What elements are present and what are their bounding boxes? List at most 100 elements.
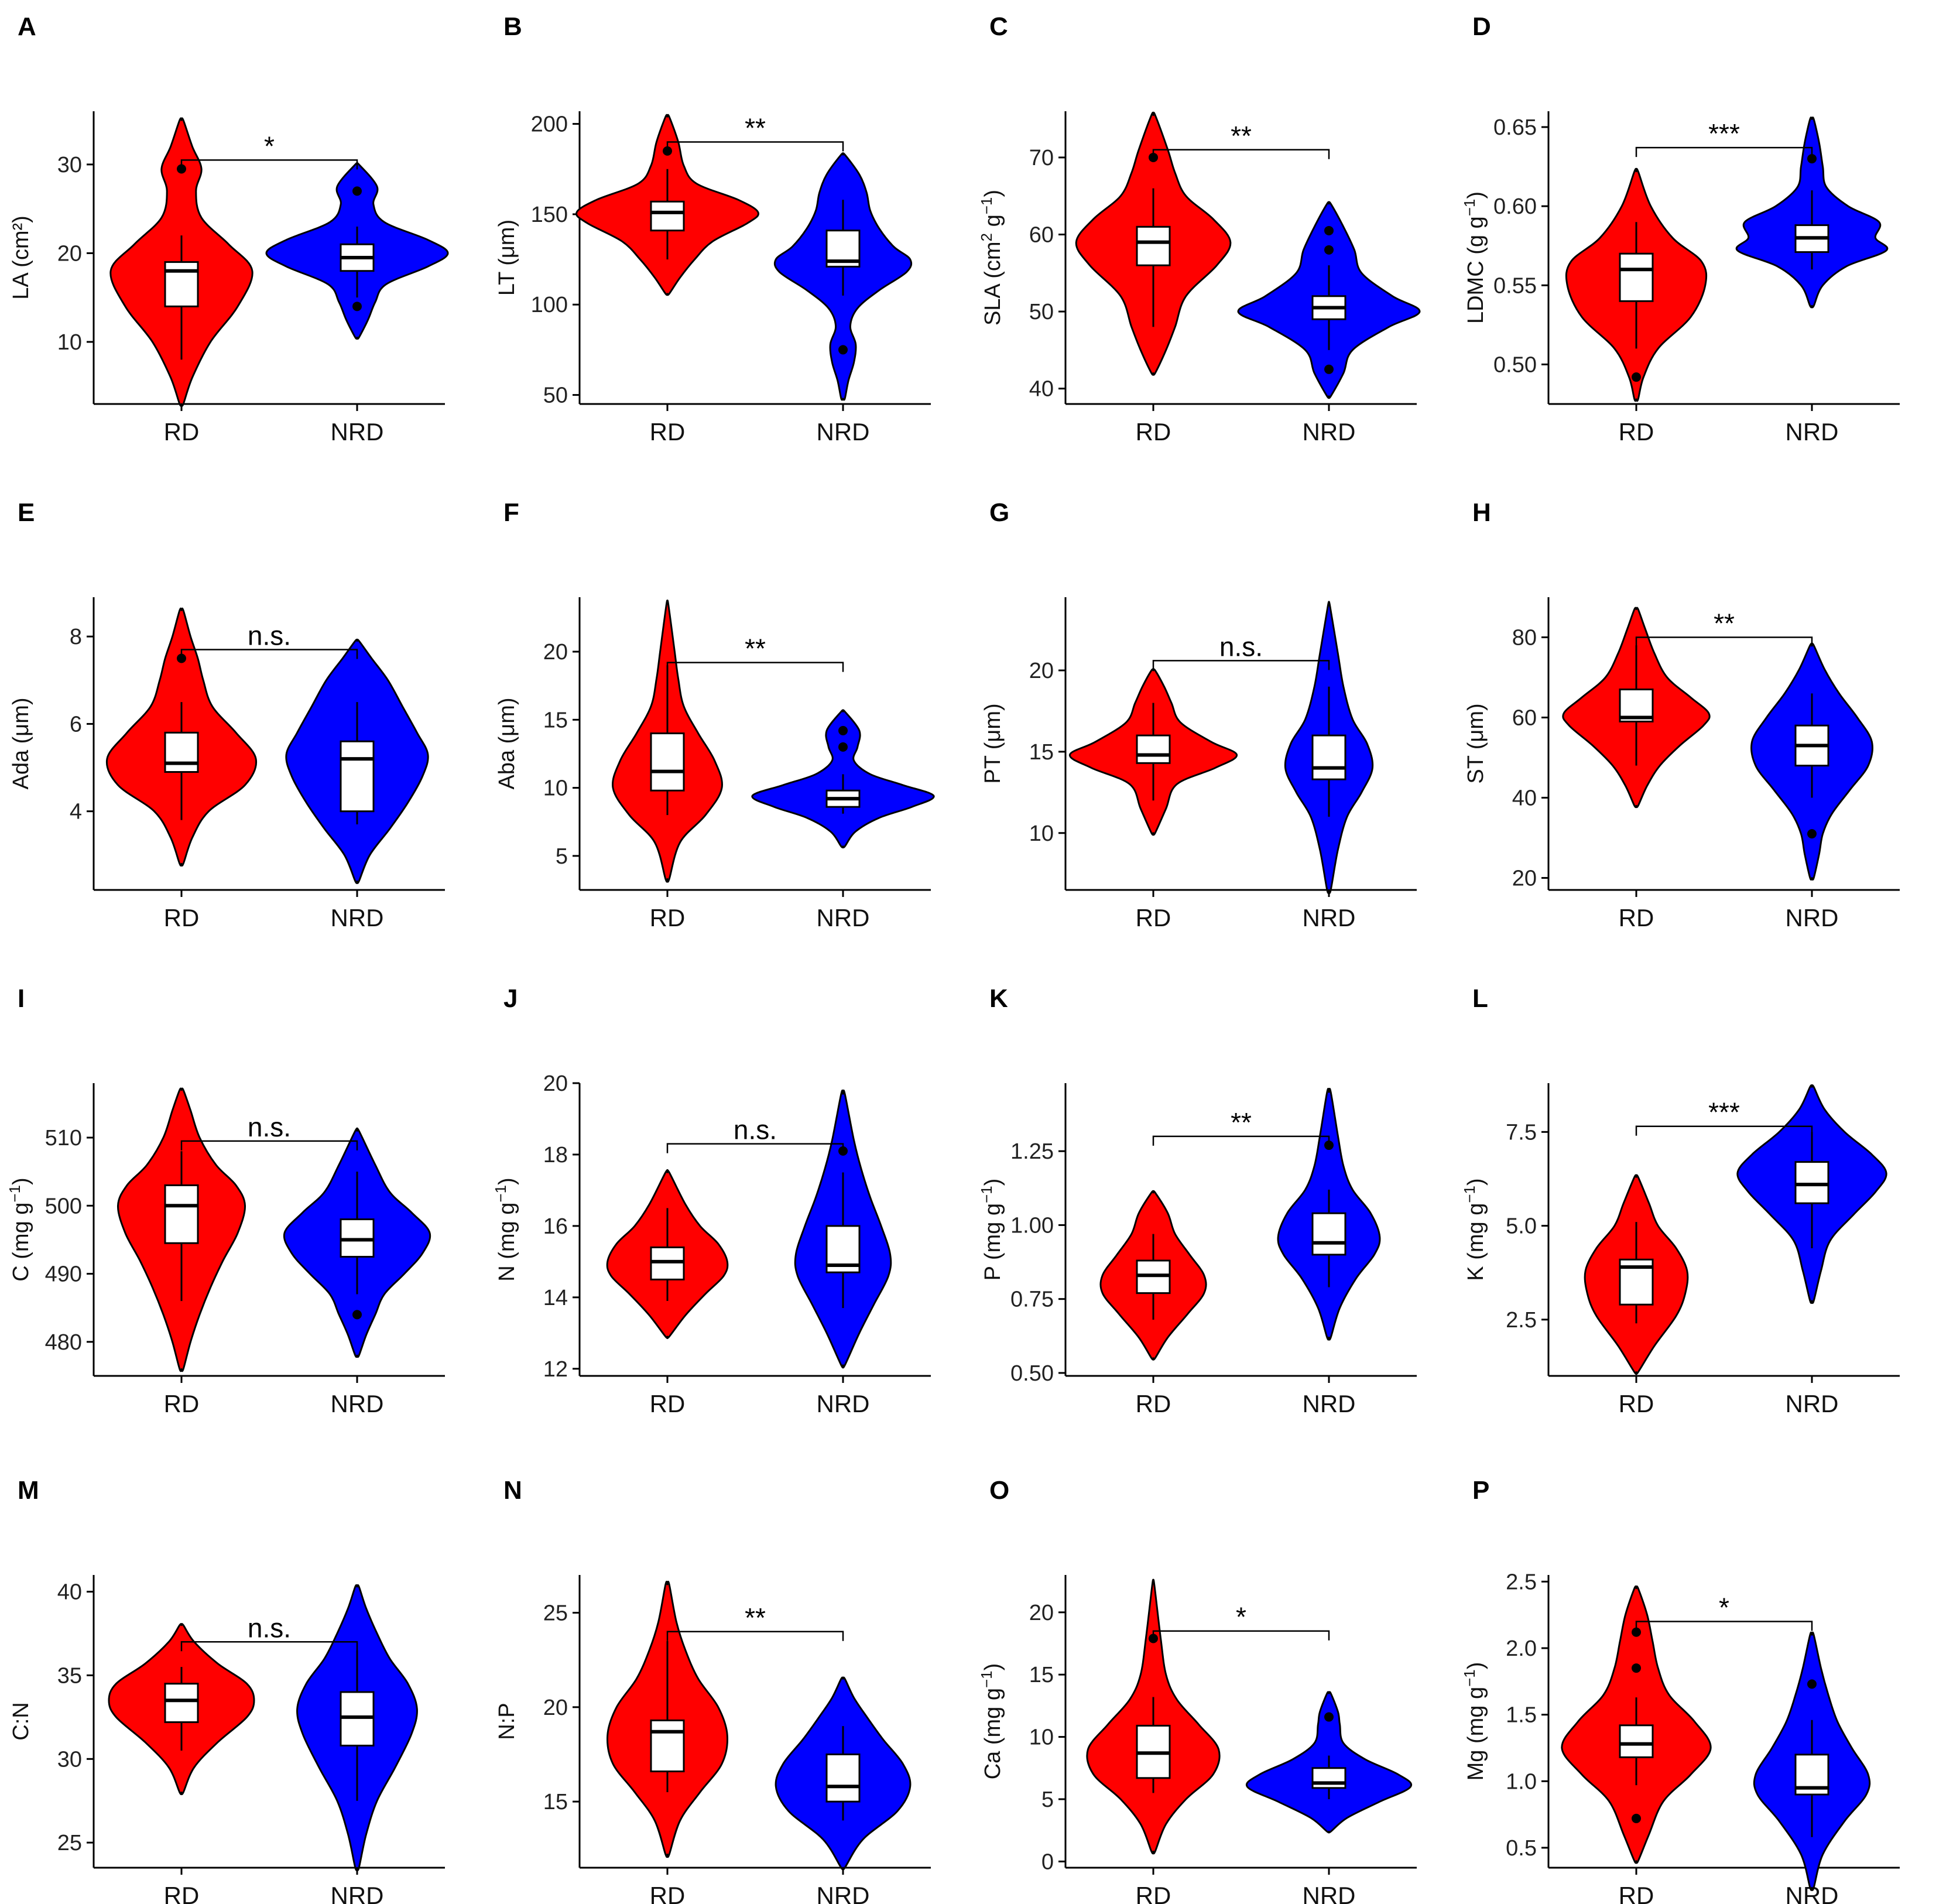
panel-letter: M [18,1476,39,1505]
significance-label: n.s. [248,621,291,651]
y-axis-title: LDMC (g g−1) [1461,191,1488,324]
box-RD [164,1683,199,1723]
significance-label: ** [745,633,766,664]
x-category-label: RD [1619,418,1654,446]
panel-letter: H [1472,498,1491,527]
y-tick-label: 1.0 [1506,1769,1537,1794]
y-tick-label: 35 [57,1663,82,1688]
x-category-label: RD [650,1390,686,1417]
x-category-label: NRD [331,418,384,446]
y-tick-label: 60 [1512,706,1537,730]
y-tick-label: 10 [1029,821,1054,846]
significance-label: * [264,131,275,161]
y-tick-label: 2.5 [1506,1308,1537,1333]
panel-letter: O [989,1476,1009,1505]
y-tick-label: 20 [543,1696,568,1720]
panel-letter: F [503,498,519,527]
y-tick-label: 8 [70,625,82,649]
y-tick-label: 40 [57,1580,82,1605]
x-category-label: NRD [331,1390,384,1417]
y-tick-label: 14 [543,1286,568,1310]
x-category-label: NRD [1786,1390,1839,1417]
box-RD [1619,252,1654,302]
y-tick-label: 5 [556,844,568,869]
y-tick-label: 0.55 [1493,273,1537,298]
y-tick-label: 0.50 [1010,1361,1054,1386]
y-tick-label: 0.5 [1506,1836,1537,1861]
significance-label: ** [1231,121,1252,151]
box-NRD [1311,1212,1346,1256]
outlier-point [1632,372,1641,382]
significance-label: n.s. [734,1115,777,1145]
significance-bracket [666,141,844,152]
y-tick-label: 200 [531,112,568,137]
panel-letter: L [1472,984,1488,1013]
significance-label: *** [1708,1097,1740,1128]
x-category-label: RD [164,418,200,446]
panel-letter: P [1472,1476,1489,1505]
y-tick-label: 16 [543,1214,568,1239]
significance-bracket [180,649,358,659]
y-tick-label: 15 [1029,1663,1054,1687]
y-tick-label: 20 [1029,659,1054,683]
x-category-label: RD [164,1882,200,1904]
panel-N: N 15 20 25 N:P RD NRD ** [495,1476,931,1904]
x-category-label: NRD [817,418,870,446]
panel-letter: B [503,12,522,41]
x-category-label: RD [164,1390,200,1417]
box-RD [1136,225,1171,266]
y-tick-label: 480 [45,1330,82,1355]
y-tick-label: 0 [1041,1850,1054,1874]
box-NRD [1311,1767,1346,1789]
outlier-point [1632,1627,1641,1637]
significance-bracket [1152,149,1330,159]
y-tick-label: 40 [1029,377,1054,402]
panel-letter: A [18,12,36,41]
significance-bracket [1635,1621,1813,1631]
outlier-point [1632,1813,1641,1823]
x-category-label: RD [1619,1882,1654,1904]
y-axis-title: K (mg g−1) [1461,1178,1488,1280]
y-tick-label: 50 [543,383,568,408]
significance-bracket [1152,1630,1330,1641]
y-tick-label: 20 [1512,866,1537,891]
y-axis-title: ST (μm) [1464,703,1488,783]
significance-bracket [1635,146,1813,157]
y-tick-label: 0.60 [1493,194,1537,219]
panel-O: O 0 5 10 15 20 Ca (mg g−1) RD NRD * [978,1476,1417,1904]
significance-bracket [666,1631,844,1641]
panel-letter: D [1472,12,1491,41]
box-NRD [1794,1161,1829,1204]
box-RD [650,1246,685,1280]
y-tick-label: 15 [1029,740,1054,765]
panel-B: B 50 100 150 200 LT (μm) RD NRD ** [495,12,931,446]
outlier-point [1324,245,1334,255]
y-tick-label: 7.5 [1506,1120,1537,1145]
x-category-label: NRD [1303,904,1356,932]
significance-label: n.s. [1219,631,1263,662]
y-tick-label: 10 [57,330,82,355]
y-axis-title: P (mg g−1) [978,1179,1005,1281]
y-tick-label: 20 [57,241,82,266]
y-axis-title: C:N [9,1702,33,1740]
significance-label: ** [1231,1107,1252,1138]
y-tick-label: 70 [1029,146,1054,170]
panel-M: M 25 30 35 40 C:N RD NRD n.s. [9,1476,445,1904]
outlier-point [352,186,362,196]
y-axis-title: PT (μm) [981,703,1005,783]
y-tick-label: 40 [1512,786,1537,810]
y-tick-label: 18 [543,1143,568,1167]
panel-E: E 4 6 8 Ada (μm) RD NRD n.s. [9,498,445,932]
box-NRD [1311,734,1346,780]
significance-label: ** [1714,608,1735,638]
y-tick-label: 1.00 [1010,1213,1054,1238]
y-axis-title: N:P [495,1703,519,1739]
y-axis-title: LA (cm²) [9,215,33,300]
y-tick-label: 1.25 [1010,1139,1054,1164]
outlier-point [1324,1712,1334,1722]
panel-letter: I [18,984,25,1013]
panel-letter: J [503,984,518,1013]
panel-K: K 0.50 0.75 1.00 1.25P (mg g−1) RD NRD ** [978,984,1417,1417]
panel-letter: E [18,498,35,527]
